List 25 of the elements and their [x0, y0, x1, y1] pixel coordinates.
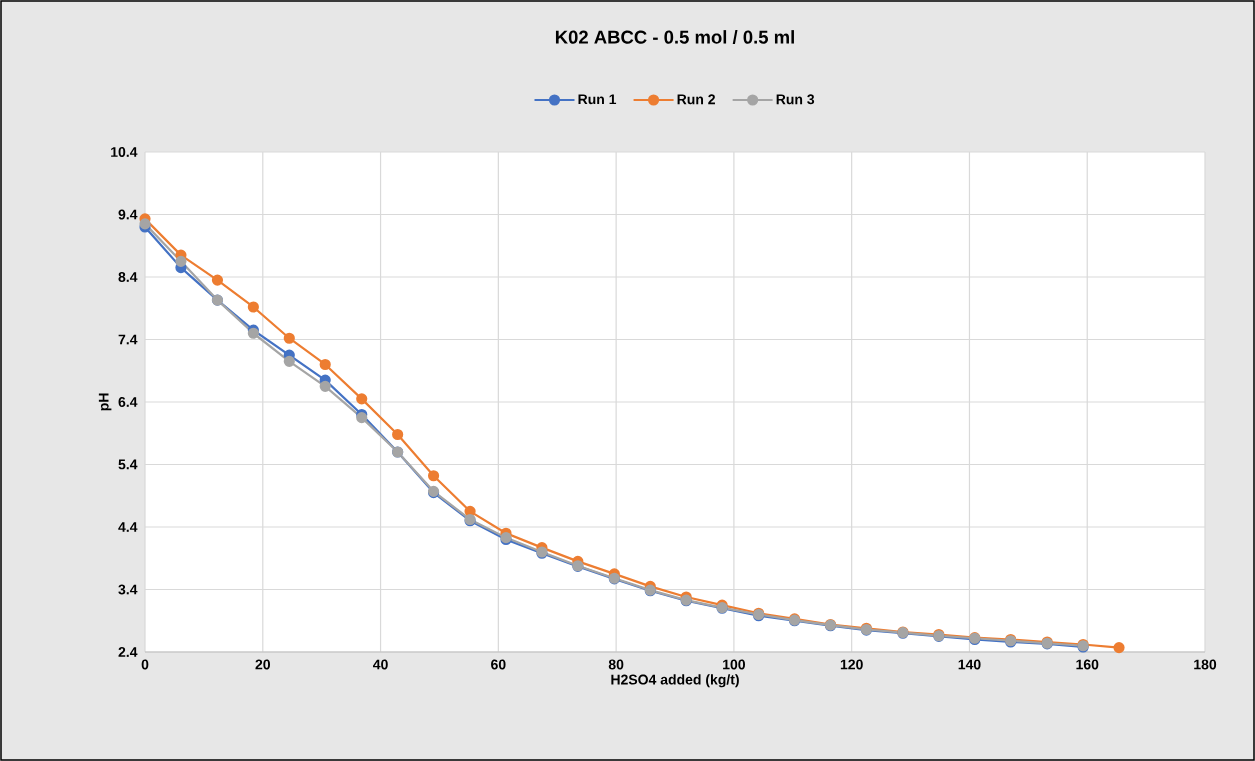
x-tick-label: 120: [840, 659, 863, 670]
y-tick-label: 9.4: [118, 209, 138, 220]
x-tick-label: 140: [958, 659, 981, 670]
x-tick-label: 180: [1194, 659, 1217, 670]
x-tick-label: 100: [723, 659, 746, 670]
x-tick-label: 60: [491, 659, 506, 670]
legend-label: Run 3: [776, 94, 815, 105]
y-tick-label: 3.4: [118, 584, 138, 595]
x-tick-label: 20: [255, 659, 271, 670]
y-tick-label: 5.4: [118, 459, 138, 470]
x-axis-title: H2SO4 added (kg/t): [611, 674, 739, 688]
y-tick-label: 6.4: [118, 397, 138, 407]
x-tick-label: 40: [373, 659, 388, 670]
chart-title: K02 ABCC - 0.5 mol / 0.5 ml: [555, 30, 794, 44]
y-tick-label: 10.4: [111, 147, 138, 157]
y-tick-label: 8.4: [118, 272, 138, 282]
x-tick-label: 80: [608, 659, 624, 670]
legend-label: Run 1: [578, 94, 617, 105]
y-axis-title: pH: [98, 393, 112, 411]
y-tick-label: 7.4: [118, 334, 138, 345]
legend-label: Run 2: [677, 94, 715, 105]
y-tick-label: 4.4: [118, 522, 138, 532]
y-tick-label: 2.4: [118, 647, 138, 657]
x-tick-label: 160: [1076, 659, 1099, 670]
x-tick-label: 0: [141, 659, 149, 670]
